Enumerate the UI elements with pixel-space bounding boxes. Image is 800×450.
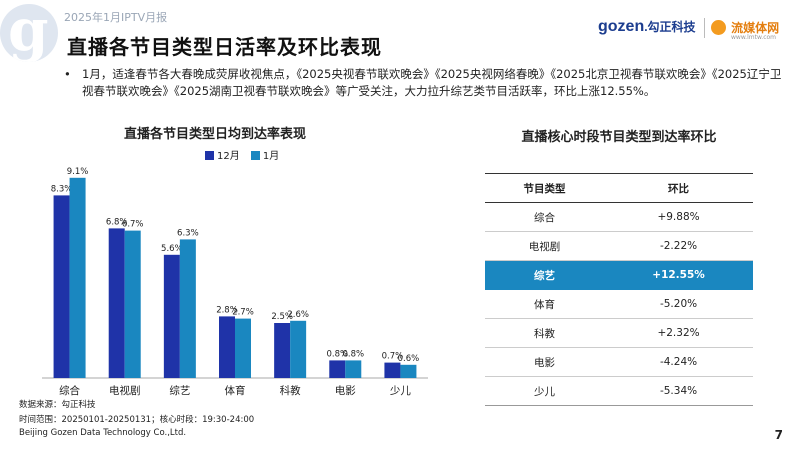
bar-jan (69, 177, 86, 378)
bar-jan (345, 360, 362, 378)
cell-change: -4.24% (604, 347, 753, 377)
legend-item-dec: 12月 (205, 151, 240, 162)
table-row: 电影 -4.24% (485, 347, 753, 377)
table-row: 科教 +2.32% (485, 318, 753, 348)
bar-dec (384, 362, 401, 378)
cell-change: -5.34% (604, 376, 753, 406)
legend-item-jan: 1月 (250, 151, 280, 162)
summary-bullet: • 1月，适逢春节各大春晚成荧屏收视焦点，《2025央视春节联欢晚会》《2025… (64, 66, 784, 100)
cell-type: 电视剧 (485, 231, 605, 261)
table-row-highlighted: 综艺 +12.55% (485, 260, 753, 290)
bullet-marker: • (64, 67, 71, 81)
table-header-row: 节目类型 环比 (485, 173, 753, 203)
data-label: 2.8% (216, 305, 238, 315)
bar-dec (108, 228, 125, 378)
bar-dec (329, 360, 346, 378)
bar-jan (290, 320, 307, 378)
cell-change: +12.55% (604, 260, 753, 290)
data-label: 0.6% (398, 354, 420, 364)
col-header-change: 环比 (604, 173, 753, 203)
table-row: 体育 -5.20% (485, 289, 753, 319)
gozen-brand-text: gozen (598, 18, 645, 35)
bar-jan (400, 364, 417, 378)
x-tick-label: 体育 (225, 384, 246, 397)
x-tick-label: 少儿 (390, 385, 411, 397)
legend-swatch-dec (205, 151, 214, 160)
cell-type: 电影 (485, 347, 605, 377)
table-title: 直播核心时段节目类型到达率环比 (521, 130, 717, 145)
data-label: 6.8% (106, 217, 128, 227)
legend-swatch-jan (250, 151, 260, 160)
x-tick-label: 综合 (59, 384, 80, 397)
legend-label-jan: 1月 (262, 151, 280, 162)
data-label: 8.3% (51, 184, 73, 194)
time-range-note: 时间范围：20250101-20250131；核心时段：19:30-24:00 (19, 415, 255, 425)
ratio-table: 节目类型 环比 综合 +9.88% 电视剧 -2.22% 综艺 +12.55% 体育 -… (485, 173, 753, 406)
data-label: 6.3% (177, 228, 199, 238)
cell-change: +2.32% (604, 318, 753, 348)
chart-title: 直播各节目类型日均到达率表现 (123, 127, 306, 142)
bar-jan (179, 239, 196, 378)
cell-type: 少儿 (485, 376, 605, 406)
data-label: 0.8% (342, 349, 364, 359)
cell-type: 科教 (485, 318, 605, 348)
col-header-type: 节目类型 (485, 173, 605, 203)
x-tick-label: 电影 (335, 384, 356, 397)
data-label: 2.7% (232, 308, 254, 318)
chart-legend: 12月 1月 (205, 147, 287, 162)
cell-change: +9.88% (604, 202, 753, 232)
legend-label-dec: 12月 (217, 151, 240, 162)
gozen-brand-tail: .勾正科技 (644, 20, 696, 34)
x-tick-label: 综艺 (169, 384, 190, 397)
bar-jan (124, 230, 141, 378)
cell-type: 体育 (485, 289, 605, 319)
bar-dec (163, 254, 180, 378)
bar-jan (235, 318, 251, 378)
data-label: 0.7% (382, 352, 404, 362)
lmtw-brand-logo: 流媒体网 www.lmtw.com (711, 17, 780, 41)
gozen-g-logo: g (0, 4, 58, 62)
lmtw-brand-name: 流媒体网 (731, 21, 780, 35)
lmtw-brand-url: www.lmtw.com (731, 34, 777, 41)
report-label: 2025年1月IPTV月报 (64, 11, 168, 24)
data-label: 2.6% (287, 310, 309, 320)
page-number: 7 (774, 428, 783, 442)
lmtw-circle-icon (711, 20, 726, 35)
gozen-brand-logo: gozen.勾正科技 (598, 18, 696, 36)
cell-change: -2.22% (604, 231, 753, 261)
cell-type: 综艺 (485, 260, 605, 290)
data-label: 9.1% (67, 167, 89, 177)
company-name: Beijing Gozen Data Technology Co.,Ltd. (19, 428, 187, 438)
table-row: 电视剧 -2.22% (485, 231, 753, 261)
cell-change: -5.20% (604, 289, 753, 319)
table-row: 少儿 -5.34% (485, 376, 753, 406)
x-tick-label: 科教 (280, 384, 301, 397)
bar-dec (274, 323, 291, 378)
summary-text: 1月，适逢春节各大春晚成荧屏收视焦点，《2025央视春节联欢晚会》《2025央视… (82, 67, 782, 98)
brand-divider (704, 18, 705, 38)
data-label: 2.5% (271, 312, 293, 322)
bar-chart: 8.3% 9.1% 综合 6.8%6.7% 电视剧 5.6% 6.3% 综艺 2.8%2.7% 体… (42, 167, 428, 397)
x-tick-label: 电视剧 (109, 384, 141, 397)
page-title: 直播各节目类型日活率及环比表现 (67, 35, 382, 59)
cell-type: 综合 (485, 202, 605, 232)
data-label: 6.7% (122, 220, 144, 230)
data-label: 0.8% (326, 349, 348, 359)
data-label: 5.6% (161, 244, 183, 254)
table-row: 综合 +9.88% (485, 202, 753, 232)
bar-dec (219, 316, 235, 378)
bar-dec (53, 195, 70, 378)
data-source-note: 数据来源：勾正科技 (19, 400, 96, 410)
